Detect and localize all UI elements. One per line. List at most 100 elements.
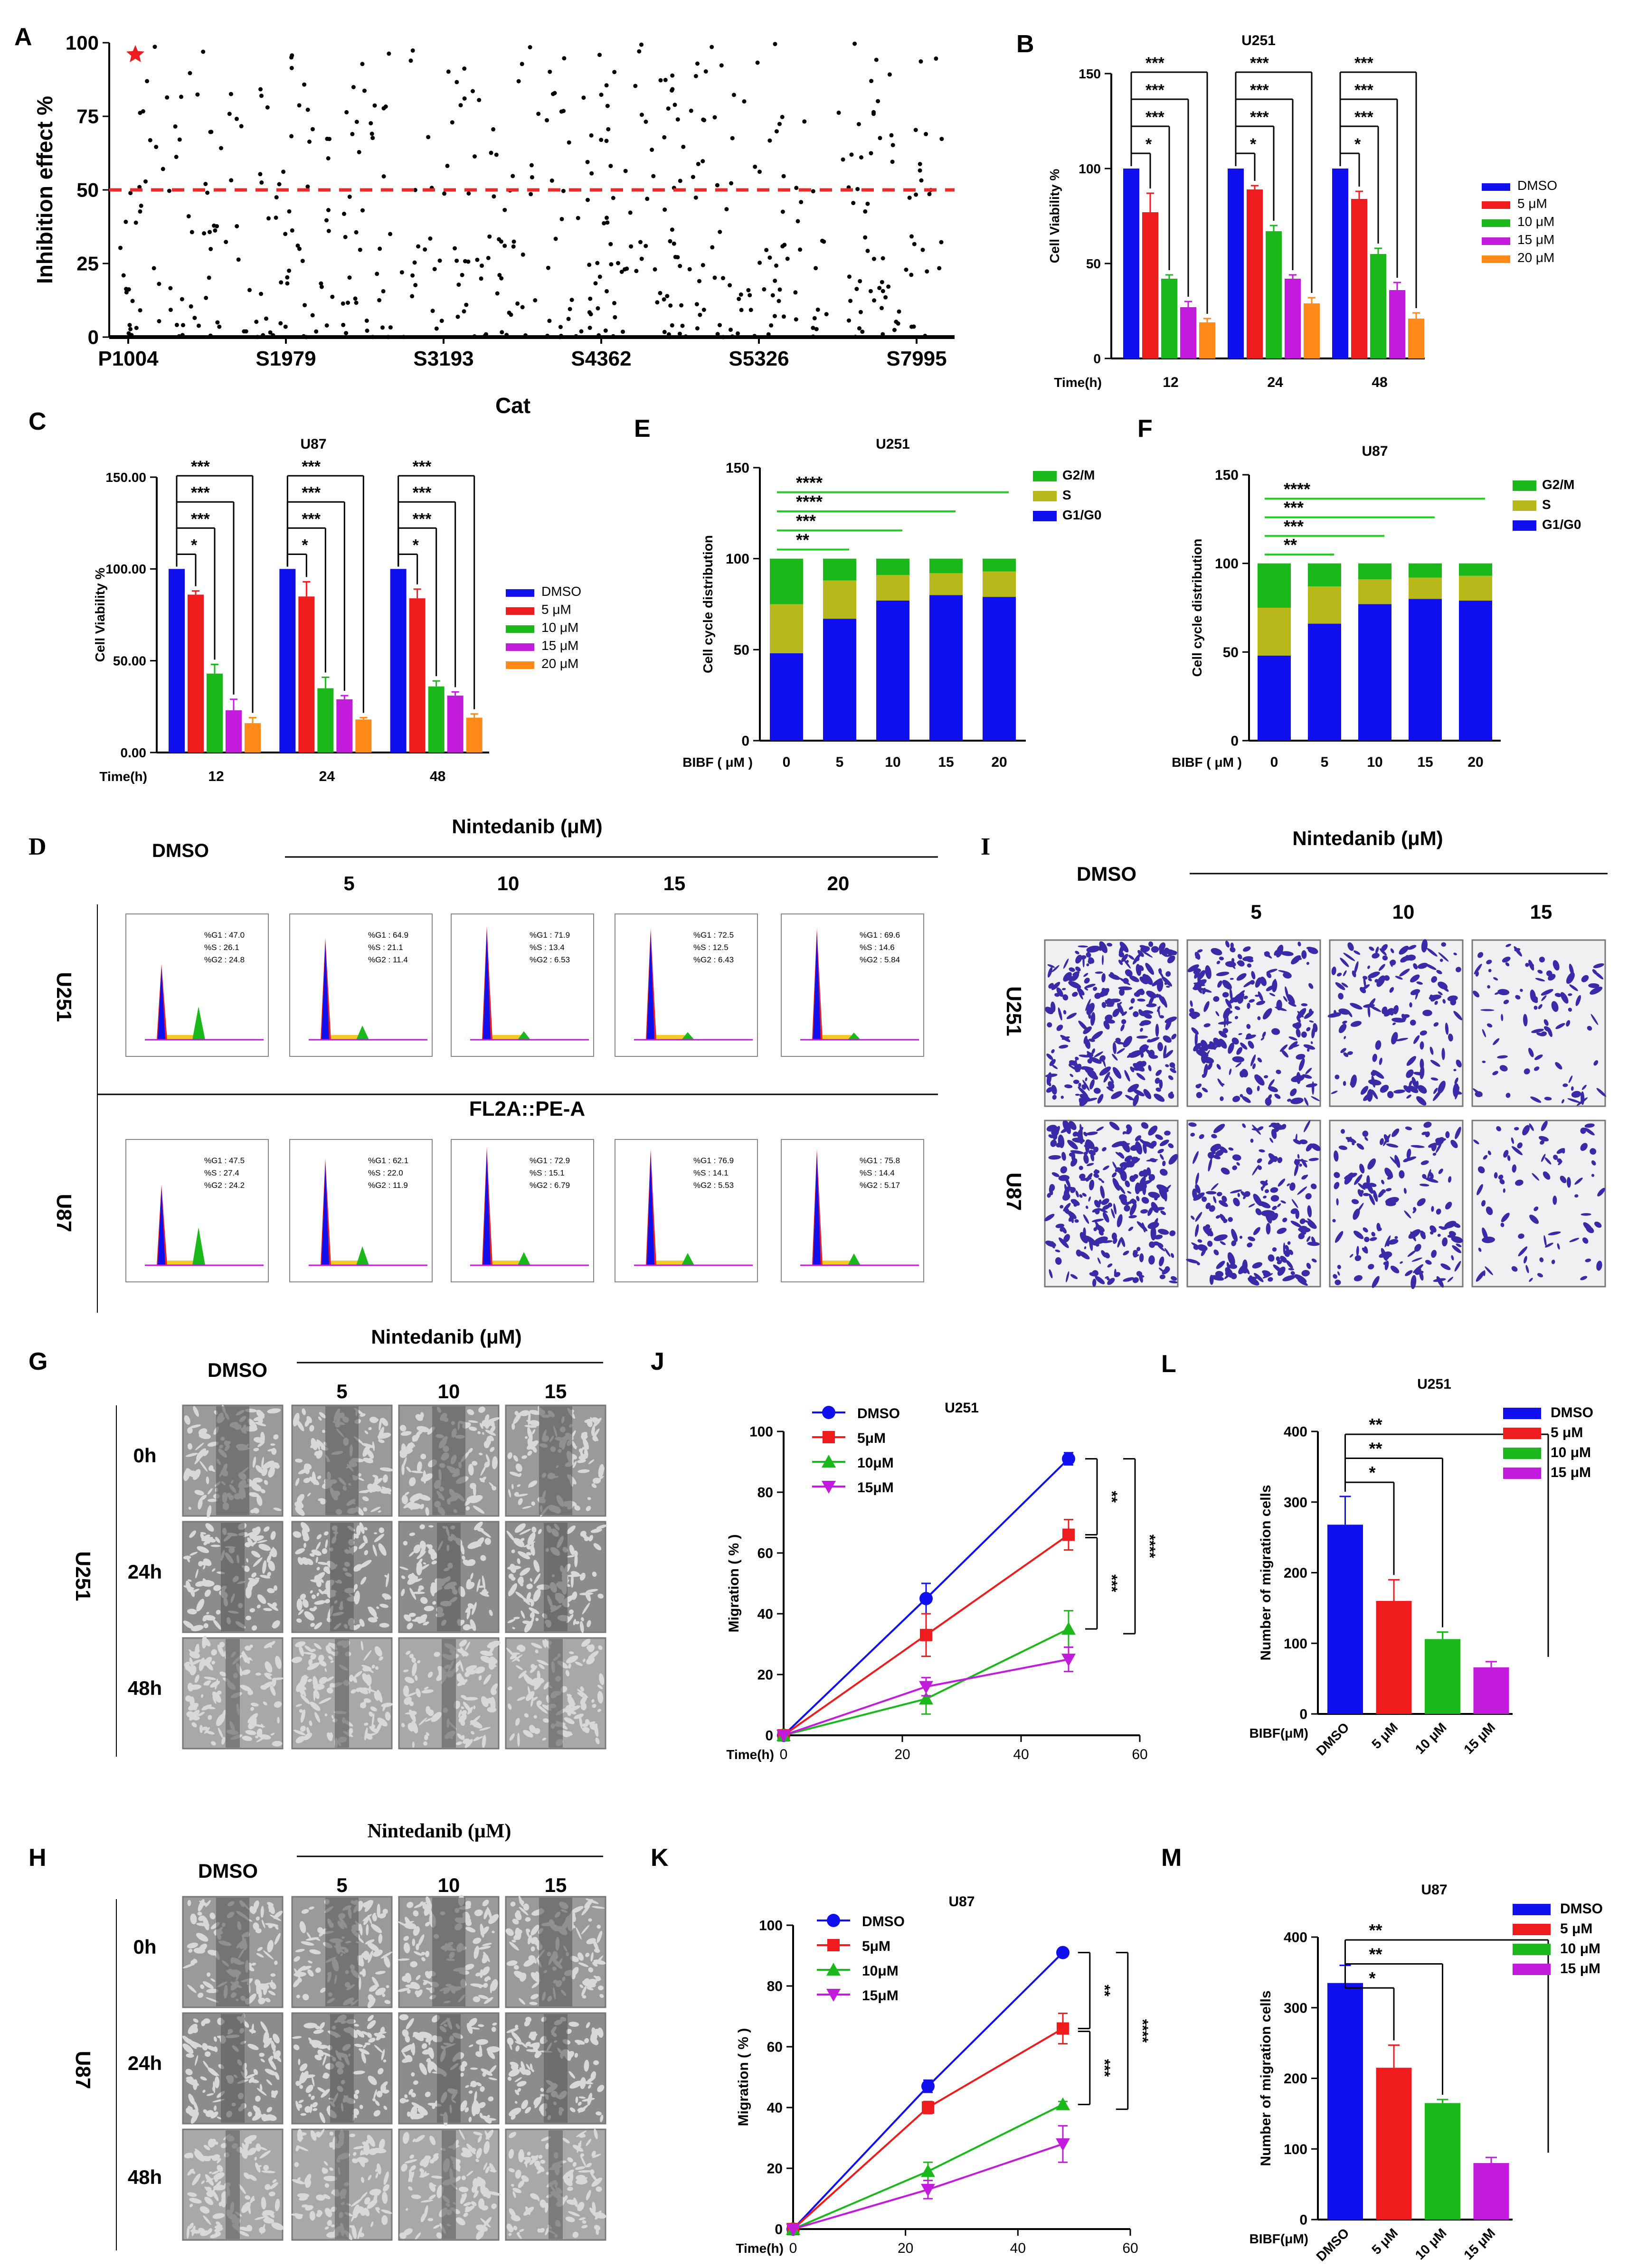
transwell-image-cell xyxy=(1131,1157,1138,1163)
transwell-image-cell xyxy=(1137,998,1145,1002)
transwell-image-cell xyxy=(1420,1184,1429,1186)
transwell-image-cell xyxy=(1055,1223,1065,1228)
transwell-image-cell xyxy=(1455,1127,1461,1139)
transwell-image-cell xyxy=(1235,990,1245,1000)
transwell-image-cell xyxy=(1111,1208,1115,1219)
transwell-image-cell xyxy=(1248,1277,1259,1286)
transwell-image-cell xyxy=(1148,1192,1160,1198)
scatter-point xyxy=(820,238,824,243)
transwell-image-cell xyxy=(1149,1241,1155,1248)
transwell-image-cell xyxy=(1242,1123,1246,1128)
transwell-image-cell xyxy=(1335,982,1345,990)
transwell-image-cell xyxy=(1341,982,1348,988)
transwell-image-cell xyxy=(1277,1227,1287,1234)
transwell-image-cell xyxy=(1129,1203,1137,1216)
transwell-image-cell xyxy=(1298,1058,1305,1071)
transwell-image-cell xyxy=(1299,1225,1307,1229)
scatter-point xyxy=(712,115,717,120)
sig-label: *** xyxy=(302,510,321,528)
transwell-image-cell xyxy=(1060,1140,1062,1147)
transwell-image-cell xyxy=(1139,1170,1145,1177)
legend-swatch xyxy=(1482,201,1510,209)
transwell-image-cell xyxy=(1557,1243,1560,1250)
wound-image-cell xyxy=(188,1506,191,1510)
x-tick-label: 20 xyxy=(898,2240,913,2256)
transwell-image-cell xyxy=(1205,965,1212,979)
sig-label: *** xyxy=(302,458,321,476)
scatter-point xyxy=(201,49,206,54)
transwell-image-cell xyxy=(1075,1190,1079,1198)
transwell-image-cell xyxy=(1345,1137,1356,1143)
scatter-point xyxy=(380,325,385,330)
stack-segment xyxy=(823,619,856,741)
transwell-image-cell xyxy=(1445,1202,1452,1210)
transwell-image-cell xyxy=(1379,1057,1382,1065)
transwell-image-cell xyxy=(1128,1006,1134,1010)
scatter-point xyxy=(776,299,781,303)
scatter-point xyxy=(762,287,767,292)
transwell-image-cell xyxy=(1347,1051,1353,1055)
transwell-image-cell xyxy=(1296,1054,1306,1060)
transwell-image-cell xyxy=(1056,987,1063,997)
cycle-stat: %G2 : 6.79 xyxy=(530,1181,570,1190)
transwell-image-cell xyxy=(1088,1038,1095,1042)
transwell-image-cell xyxy=(1280,1256,1287,1263)
transwell-image-cell xyxy=(1247,1242,1253,1248)
transwell-image-cell xyxy=(1151,1202,1159,1213)
transwell-image-cell xyxy=(1264,1189,1269,1194)
x-tick-label: 10 xyxy=(1367,754,1382,770)
sig-label: **** xyxy=(796,473,823,492)
transwell-image-cell xyxy=(1117,1003,1124,1015)
transwell-image-cell xyxy=(1408,945,1417,950)
scatter-point xyxy=(208,230,212,235)
stack-segment xyxy=(929,595,963,741)
legend-label: G2/M xyxy=(1062,468,1095,482)
transwell-image-cell xyxy=(1044,1214,1055,1222)
scatter-point xyxy=(608,242,613,246)
transwell-image-cell xyxy=(1083,1026,1092,1035)
bar xyxy=(207,673,223,753)
transwell-image-cell xyxy=(1447,995,1458,1002)
transwell-image-cell xyxy=(1084,1246,1087,1250)
transwell-image-cell xyxy=(1552,1195,1557,1205)
panel-G-dose-15: 15 xyxy=(545,1380,567,1402)
scatter-point xyxy=(410,294,415,299)
transwell-image-cell xyxy=(1402,1014,1410,1018)
scatter-point xyxy=(603,328,608,333)
transwell-image-cell xyxy=(1437,1233,1441,1237)
transwell-image-cell xyxy=(1344,1036,1346,1039)
transwell-image-cell xyxy=(1435,1142,1442,1153)
s-phase xyxy=(331,1261,360,1265)
transwell-image-cell xyxy=(1274,1122,1280,1132)
scatter-point xyxy=(869,151,873,156)
scatter-point xyxy=(853,335,858,339)
sig-label: *** xyxy=(1250,81,1269,99)
legend-label: 15μM xyxy=(862,1988,899,2004)
stack-segment xyxy=(1358,604,1391,741)
wound-gap xyxy=(330,1523,354,1631)
scatter-point xyxy=(341,301,345,306)
x-tick-label: 12 xyxy=(208,769,224,784)
y-tick-label: 400 xyxy=(1284,1930,1307,1946)
transwell-image-cell xyxy=(1092,1279,1097,1287)
y-tick-label: 20 xyxy=(767,2161,783,2177)
scatter-point xyxy=(362,88,367,93)
scatter-point xyxy=(279,280,284,285)
transwell-image-cell xyxy=(1501,1213,1510,1223)
transwell-image-cell xyxy=(1051,1084,1057,1095)
scatter-point xyxy=(772,314,777,319)
panel-I-dose-5: 5 xyxy=(1250,901,1261,923)
g2-peak xyxy=(356,1246,369,1265)
transwell-image-cell xyxy=(1120,1195,1127,1205)
marker-triangle-down xyxy=(1061,1654,1076,1666)
transwell-image-cell xyxy=(1359,1190,1364,1195)
wound-image-cell xyxy=(262,1460,274,1469)
transwell-image-cell xyxy=(1197,949,1203,953)
transwell-image-cell xyxy=(1494,1172,1498,1179)
transwell-image-cell xyxy=(1236,1047,1243,1055)
transwell-image-cell xyxy=(1133,1063,1145,1072)
transwell-image-cell xyxy=(1593,963,1604,969)
transwell-image-cell xyxy=(1171,1276,1177,1281)
transwell-image-cell xyxy=(1340,1048,1346,1054)
